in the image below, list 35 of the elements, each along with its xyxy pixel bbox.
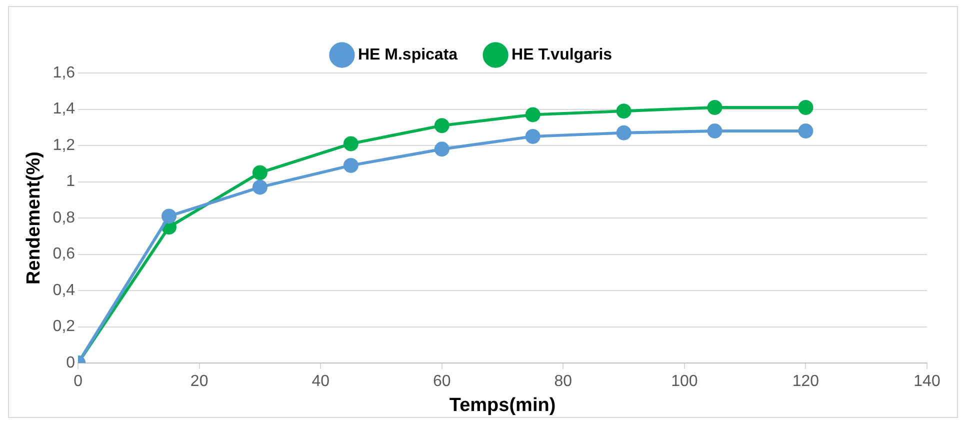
y-tick-label: 1,4 [52,100,76,118]
point [525,128,540,144]
point [434,142,450,157]
point [616,104,632,119]
x-tick-label: 40 [312,373,330,390]
point [343,136,358,152]
legend-label: HE T.vulgaris [512,46,612,64]
x-tick-label: 100 [671,373,698,390]
legend-label: HE M.spicata [358,46,458,64]
x-tick-label: 20 [190,373,208,390]
y-tick-label: 0,6 [52,246,76,263]
point [525,107,540,122]
point [343,158,358,173]
point [434,118,450,134]
x-tick-label: 80 [554,373,572,390]
x-axis-title: Temps(min) [449,394,556,416]
point [798,100,814,115]
y-tick-label: 0,4 [52,282,76,299]
point [707,100,722,115]
y-tick-label: 1 [66,173,76,190]
x-tick-label: 140 [914,373,940,390]
y-axis-title: Rendement(%) [24,151,45,285]
y-tick-label: 1,2 [52,136,76,154]
point [252,165,268,180]
point [707,124,722,138]
y-tick-label: 1,6 [52,64,76,82]
point [616,125,632,140]
x-tick-label: 60 [432,373,451,390]
point [162,208,176,224]
y-tick-label: 0 [66,354,76,372]
y-tick-label: 0,8 [52,209,76,226]
x-tick-label: 120 [792,373,820,390]
y-tick-label: 0,2 [52,318,76,336]
point [798,124,814,138]
point [252,180,268,195]
